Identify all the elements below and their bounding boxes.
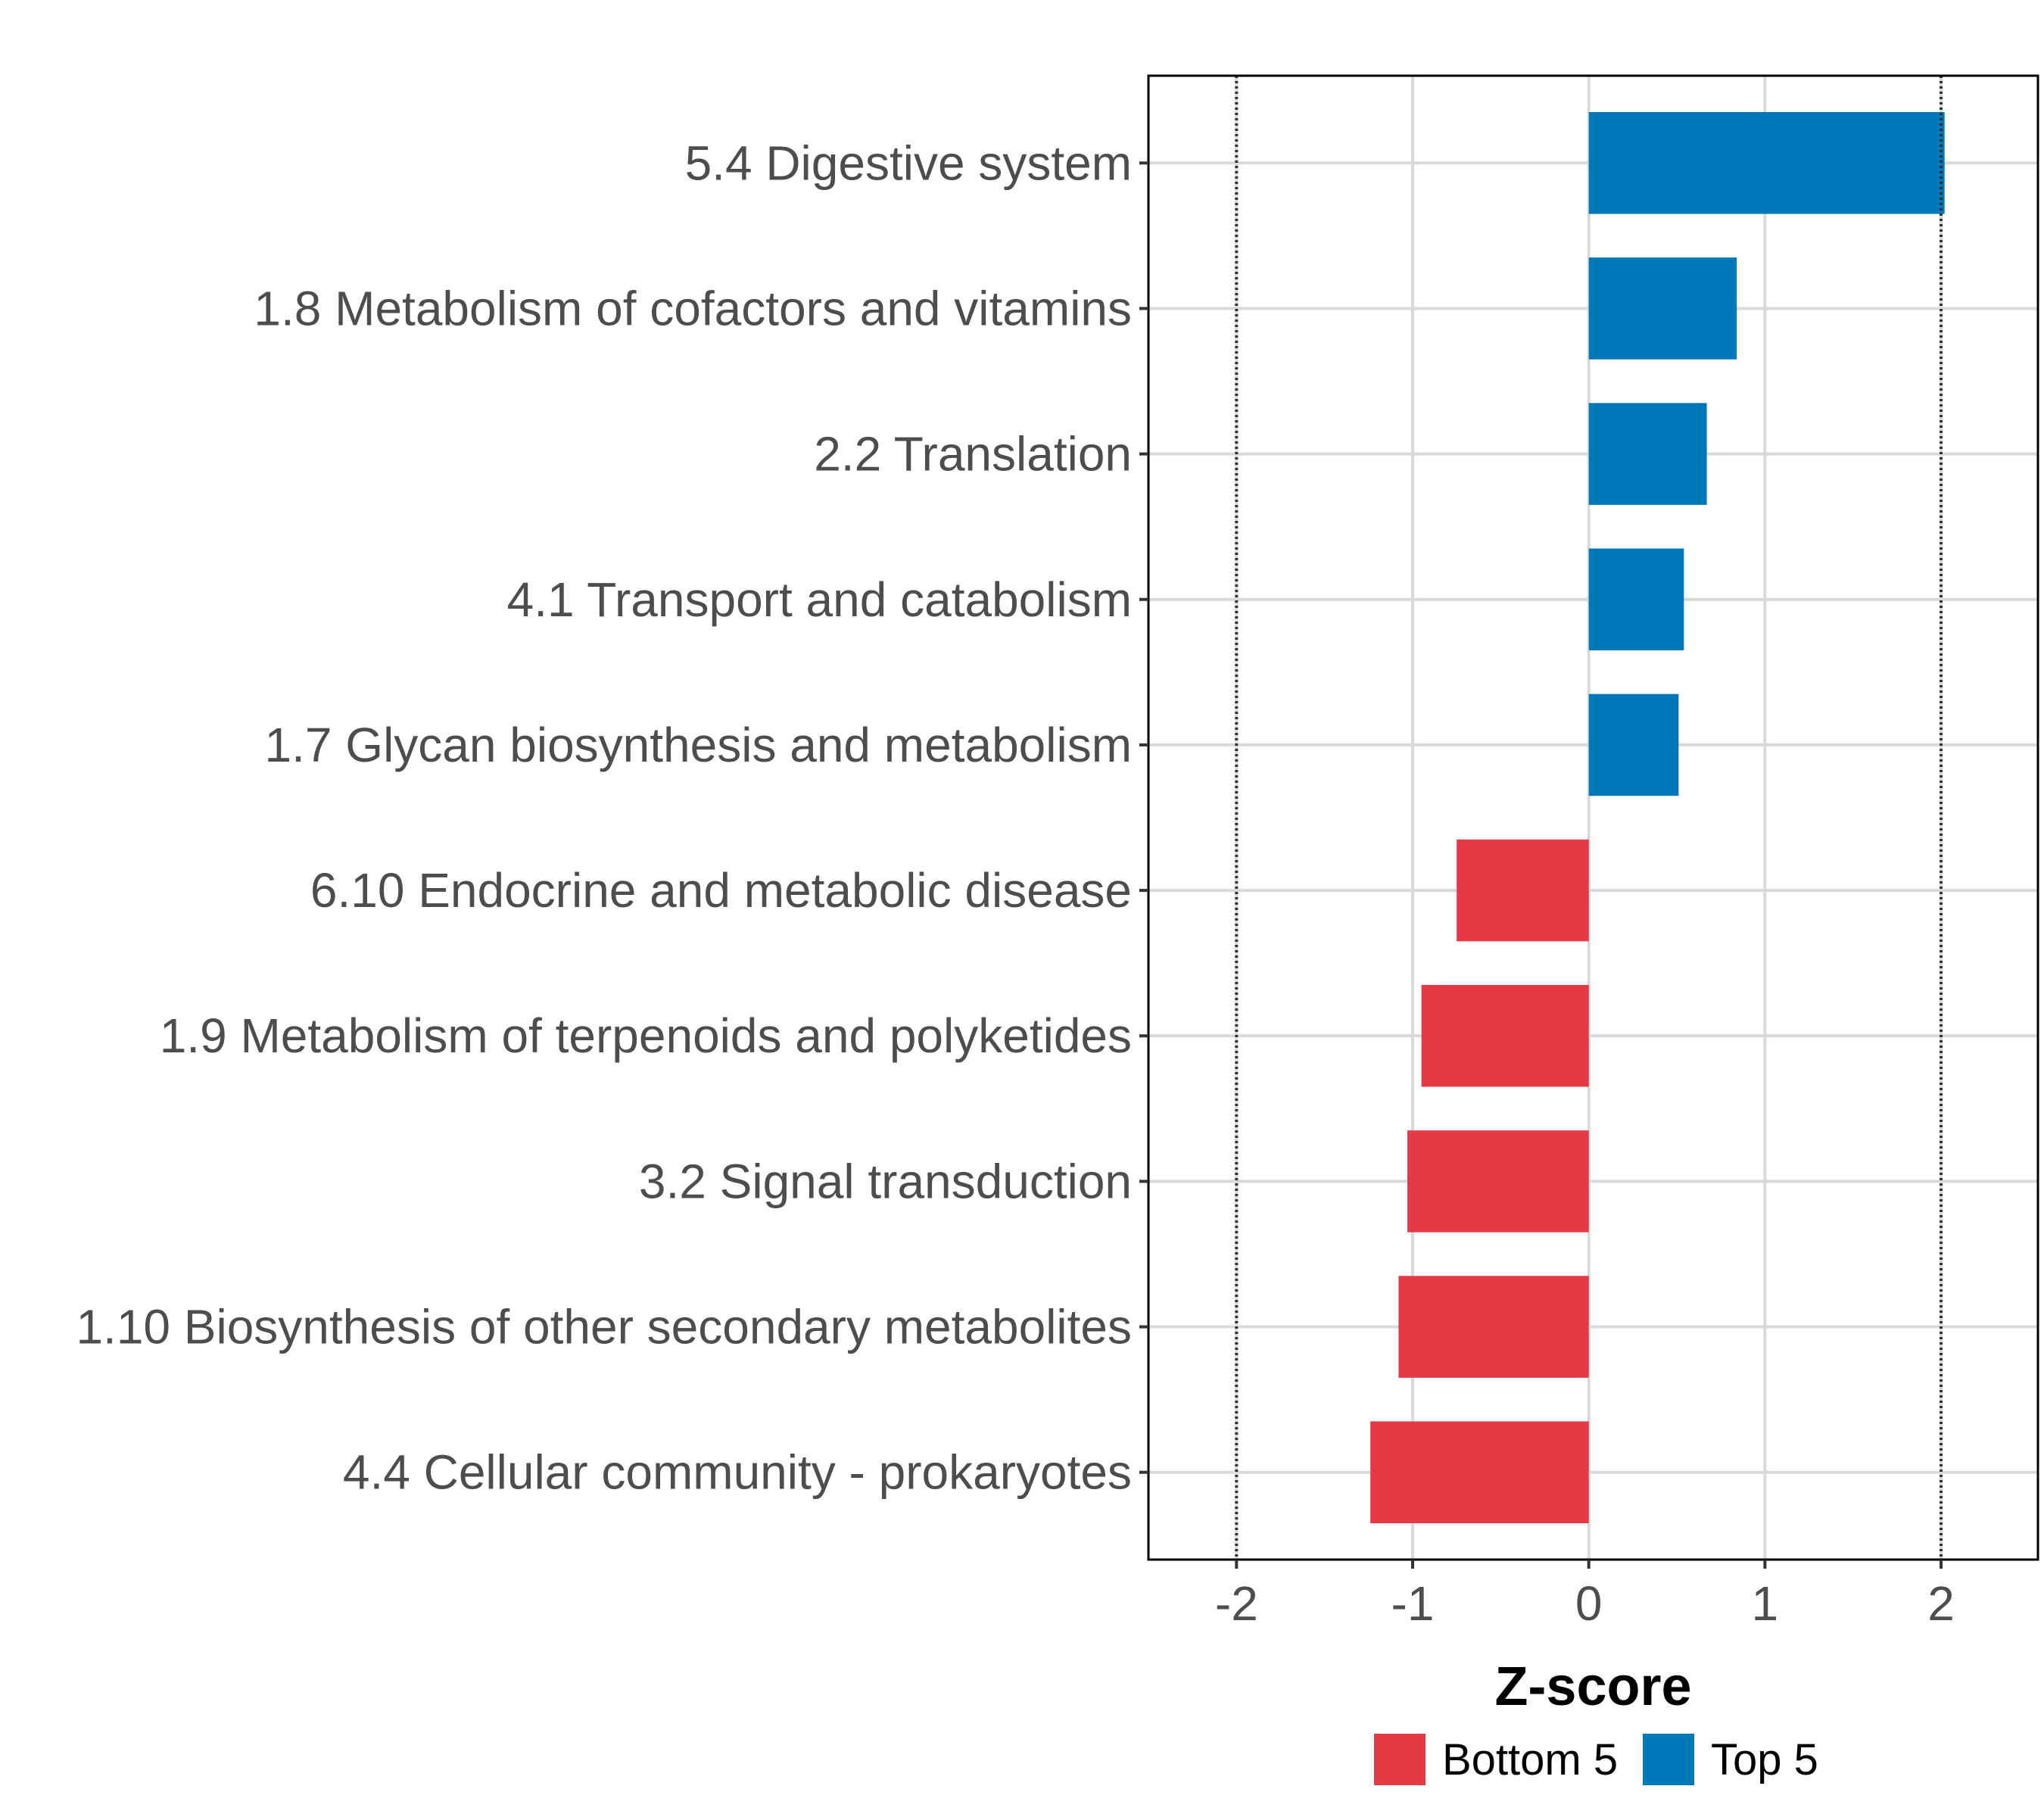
reference-lines [1235,76,1943,1560]
bar-9 [1398,1276,1589,1378]
category-label: 4.1 Transport and catabolism [507,572,1132,627]
legend-swatch [1374,1734,1426,1785]
plot-panel-border [1147,74,2039,1561]
category-label: 3.2 Signal transduction [639,1154,1132,1208]
x-tick-label: -1 [1391,1576,1435,1631]
y-axis-ticks [1139,161,1148,1474]
bars [1370,112,1945,1523]
bar-10 [1370,1421,1589,1523]
bar-2 [1588,257,1737,360]
legend-swatch [1643,1734,1694,1785]
bar-4 [1588,548,1684,651]
category-label: 1.8 Metabolism of cofactors and vitamins [254,281,1132,335]
x-tick-label: 1 [1752,1576,1779,1631]
legend-label: Bottom 5 [1442,1735,1618,1784]
category-label: 4.4 Cellular community - prokaryotes [343,1445,1132,1500]
legend-label: Top 5 [1711,1735,1818,1784]
bar-6 [1457,839,1589,942]
category-label: 1.10 Biosynthesis of other secondary met… [76,1300,1132,1354]
x-tick-label: 0 [1575,1576,1603,1631]
category-label: 5.4 Digestive system [685,136,1132,190]
x-tick-label: 2 [1927,1576,1955,1631]
legend: Bottom 5 Top 5 [1374,1734,1818,1785]
bar-5 [1588,693,1679,796]
x-tick-label: -2 [1215,1576,1258,1631]
bar-3 [1588,403,1707,505]
category-labels: 5.4 Digestive system 1.8 Metabolism of co… [76,136,1132,1499]
category-label: 6.10 Endocrine and metabolic disease [310,863,1132,918]
bar-8 [1407,1130,1589,1233]
category-label: 1.9 Metabolism of terpenoids and polyket… [160,1008,1132,1063]
category-label: 1.7 Glycan biosynthesis and metabolism [265,718,1132,772]
category-label: 2.2 Translation [814,427,1132,482]
x-axis-title: Z-score [1494,1656,1691,1717]
bar-1 [1588,112,1945,214]
x-axis-ticks: -2 -1 0 1 2 [1215,1560,1955,1631]
bar-7 [1421,984,1589,1087]
